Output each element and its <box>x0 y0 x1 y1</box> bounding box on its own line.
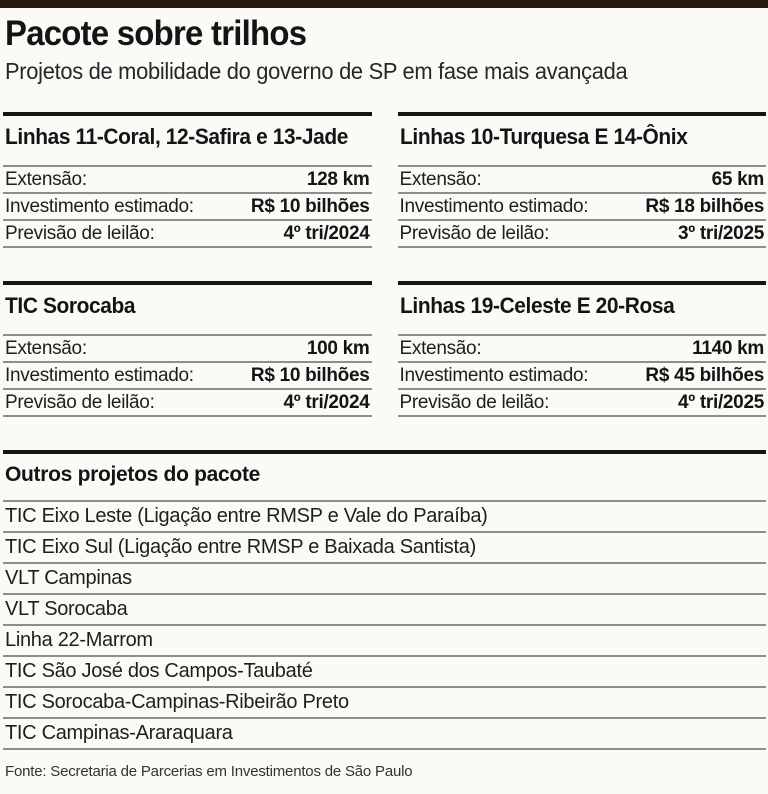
page-header: Pacote sobre trilhos Projetos de mobilid… <box>3 14 766 85</box>
table-row: Investimento estimado: R$ 45 bilhões <box>397 361 766 388</box>
row-label: Investimento estimado: <box>399 195 589 217</box>
list-item: TIC Sorocaba-Campinas-Ribeirão Preto <box>3 686 766 717</box>
row-label: Previsão de leilão: <box>5 222 155 244</box>
row-label: Extensão: <box>399 337 482 359</box>
list-item: VLT Sorocaba <box>3 593 766 624</box>
row-label: Investimento estimado: <box>5 195 194 217</box>
other-projects-title: Outros projetos do pacote <box>5 463 261 487</box>
section-rule <box>3 112 372 117</box>
table-row: Extensão: 1140 km <box>397 334 766 361</box>
list-item: VLT Campinas <box>3 562 766 593</box>
table-row: Extensão: 100 km <box>3 334 372 361</box>
row-label: Extensão: <box>5 337 87 359</box>
project-card-title: Linhas 11-Coral, 12-Safira e 13-Jade <box>5 124 348 150</box>
project-card-table: Extensão: 100 km Investimento estimado: … <box>3 334 372 418</box>
row-value: R$ 10 bilhões <box>250 364 370 386</box>
row-value: 4º tri/2025 <box>677 391 764 413</box>
row-label: Investimento estimado: <box>399 364 589 386</box>
table-row: Investimento estimado: R$ 18 bilhões <box>397 192 766 219</box>
row-label: Extensão: <box>399 168 482 190</box>
project-card-table: Extensão: 65 km Investimento estimado: R… <box>397 165 766 249</box>
table-row: Previsão de leilão: 3º tri/2025 <box>397 219 766 246</box>
section-rule <box>3 450 766 455</box>
project-card-table: Extensão: 128 km Investimento estimado: … <box>3 165 372 249</box>
project-card-title: Linhas 10-Turquesa E 14-Ônix <box>399 124 688 150</box>
list-item: TIC Eixo Leste (Ligação entre RMSP e Val… <box>3 500 766 531</box>
section-rule <box>3 281 372 286</box>
table-row: Investimento estimado: R$ 10 bilhões <box>3 361 372 388</box>
page-title: Pacote sobre trilhos <box>5 14 307 53</box>
table-row: Investimento estimado: R$ 10 bilhões <box>3 192 372 219</box>
page-footer: Fonte: Secretaria de Parcerias em Invest… <box>3 763 766 780</box>
row-value: 128 km <box>306 168 370 190</box>
infographic: Pacote sobre trilhos Projetos de mobilid… <box>0 8 768 780</box>
other-projects-section: Outros projetos do pacote TIC Eixo Leste… <box>3 450 766 751</box>
section-rule <box>397 112 766 117</box>
row-label: Investimento estimado: <box>5 364 194 386</box>
row-value: R$ 10 bilhões <box>250 195 370 217</box>
row-value: 3º tri/2025 <box>677 222 764 244</box>
row-value: 100 km <box>306 337 370 359</box>
project-card-title: TIC Sorocaba <box>5 293 136 319</box>
table-row: Previsão de leilão: 4º tri/2024 <box>3 219 372 246</box>
list-item: Linha 22-Marrom <box>3 624 766 655</box>
section-rule <box>397 281 766 286</box>
project-card-tic-sorocaba: TIC Sorocaba Extensão: 100 km Investimen… <box>3 281 372 418</box>
project-card-linhas-11-12-13: Linhas 11-Coral, 12-Safira e 13-Jade Ext… <box>3 112 372 249</box>
project-card-linhas-19-20: Linhas 19-Celeste E 20-Rosa Extensão: 11… <box>397 281 766 418</box>
project-cards-grid: Linhas 11-Coral, 12-Safira e 13-Jade Ext… <box>3 112 766 418</box>
other-projects-list: TIC Eixo Leste (Ligação entre RMSP e Val… <box>3 500 766 751</box>
list-item: TIC São José dos Campos-Taubaté <box>3 655 766 686</box>
table-row: Previsão de leilão: 4º tri/2024 <box>3 388 372 415</box>
table-row: Previsão de leilão: 4º tri/2025 <box>397 388 766 415</box>
row-value: 4º tri/2024 <box>283 222 370 244</box>
page-subtitle: Projetos de mobilidade do governo de SP … <box>5 58 628 85</box>
row-value: 1140 km <box>692 337 764 359</box>
row-label: Previsão de leilão: <box>5 391 155 413</box>
row-label: Previsão de leilão: <box>399 222 550 244</box>
source-credit: Fonte: Secretaria de Parcerias em Invest… <box>5 763 413 781</box>
project-card-table: Extensão: 1140 km Investimento estimado:… <box>397 334 766 418</box>
row-value: 4º tri/2024 <box>283 391 370 413</box>
row-value: R$ 18 bilhões <box>645 195 764 217</box>
row-value: 65 km <box>711 168 765 190</box>
list-item: TIC Eixo Sul (Ligação entre RMSP e Baixa… <box>3 531 766 562</box>
row-value: R$ 45 bilhões <box>645 364 764 386</box>
row-label: Previsão de leilão: <box>399 391 550 413</box>
table-row: Extensão: 65 km <box>397 165 766 192</box>
table-row: Extensão: 128 km <box>3 165 372 192</box>
project-card-title: Linhas 19-Celeste E 20-Rosa <box>399 293 675 319</box>
list-item: TIC Campinas-Araraquara <box>3 717 766 748</box>
row-label: Extensão: <box>5 168 87 190</box>
top-accent-bar <box>0 0 768 8</box>
project-card-linhas-10-14: Linhas 10-Turquesa E 14-Ônix Extensão: 6… <box>397 112 766 249</box>
